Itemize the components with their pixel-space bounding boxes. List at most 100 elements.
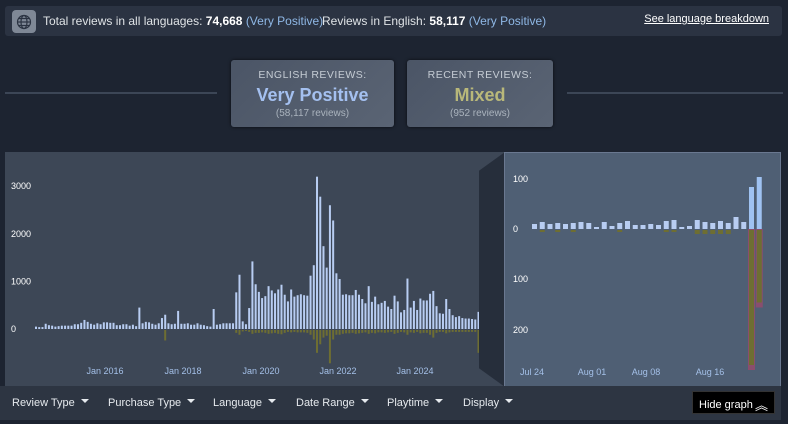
positive-bar [64, 325, 67, 329]
negative-bar [718, 230, 723, 234]
positive-bar [228, 323, 231, 329]
positive-bar [135, 326, 138, 329]
negative-bar [351, 330, 354, 333]
negative-bar [454, 330, 457, 332]
total-count: 74,668 [205, 14, 243, 28]
positive-bar [335, 273, 338, 329]
negative-bar [471, 330, 474, 332]
positive-bar [238, 274, 241, 329]
positive-bar [332, 220, 335, 329]
positive-bar [57, 326, 60, 329]
negative-bar [725, 230, 731, 234]
positive-bar [102, 322, 105, 329]
total-reviews: Total reviews in all languages: 74,668 (… [43, 14, 323, 28]
negative-bar [244, 330, 247, 331]
positive-bar [416, 309, 419, 329]
globe-icon [12, 10, 36, 33]
x-tick-label: Jan 2016 [86, 366, 123, 376]
negative-bar [416, 330, 419, 332]
positive-bar [594, 227, 599, 229]
positive-bar [338, 279, 341, 329]
negative-bar [312, 330, 315, 340]
negative-bar [694, 230, 700, 234]
positive-bar [212, 309, 215, 329]
negative-bar [293, 330, 296, 332]
positive-bar [617, 223, 623, 229]
positive-bar [306, 295, 309, 329]
positive-bar [180, 323, 183, 329]
positive-bar [322, 246, 325, 329]
positive-bar [225, 323, 228, 329]
negative-bar [671, 230, 677, 232]
filter-review-type[interactable]: Review Type [12, 397, 89, 409]
x-tick-label: Aug 01 [578, 367, 607, 377]
positive-bar [467, 318, 470, 329]
positive-bar [316, 176, 319, 329]
positive-bar [718, 221, 723, 229]
negative-bar [306, 330, 309, 333]
negative-bar [464, 330, 467, 332]
negative-bar [710, 230, 716, 234]
english-reviews: Reviews in English: 58,117 (Very Positiv… [322, 14, 546, 28]
filter-purchase-type[interactable]: Purchase Type [108, 397, 195, 409]
positive-bar [215, 324, 218, 329]
filter-display[interactable]: Display [463, 397, 513, 409]
positive-bar [118, 325, 121, 329]
negative-bar [358, 330, 360, 334]
recent-review-count: (952 reviews) [449, 108, 511, 119]
negative-bar [432, 330, 435, 338]
divider [5, 92, 217, 94]
positive-bar [290, 289, 293, 329]
negative-bar [328, 330, 331, 364]
filter-playtime[interactable]: Playtime [387, 397, 443, 409]
hide-graph-button[interactable]: Hide graph ︽ [692, 391, 775, 414]
negative-bar [383, 330, 386, 333]
positive-bar [458, 316, 461, 329]
language-breakdown-link[interactable]: See language breakdown [644, 13, 769, 25]
positive-bar [725, 223, 731, 229]
positive-bar [351, 295, 354, 329]
negative-bar [267, 330, 270, 334]
positive-bar [235, 292, 238, 329]
recent-histogram: 100 0 100 200 Jul 24 Aug 01 Aug 08 Aug 16 [504, 152, 781, 387]
total-label: Total reviews in all languages: [43, 14, 203, 28]
negative-bar [419, 330, 422, 334]
positive-bar [361, 299, 364, 329]
negative-bar [461, 330, 464, 332]
positive-bar [167, 323, 170, 329]
negative-bar [296, 330, 299, 333]
positive-bar [196, 323, 199, 329]
positive-bar [86, 321, 89, 329]
positive-bar [164, 314, 167, 329]
positive-bar [425, 300, 428, 329]
positive-bar [377, 304, 380, 329]
negative-bar [335, 330, 338, 335]
positive-bar [702, 222, 708, 229]
divider [567, 92, 783, 94]
filter-date-range[interactable]: Date Range [296, 397, 369, 409]
negative-bar [299, 330, 302, 333]
positive-bar [109, 322, 112, 329]
positive-bar [474, 319, 477, 329]
recent-rating-value: Mixed [454, 85, 506, 105]
positive-bar [586, 223, 592, 229]
negative-bar [374, 330, 377, 334]
positive-bar [44, 323, 47, 329]
positive-bar [190, 324, 193, 329]
positive-bar [244, 324, 247, 329]
positive-bar [710, 223, 716, 229]
overall-histogram: 3000 2000 1000 0 Jan 2016 Jan 2018 Jan 2020 Jan… [5, 152, 479, 387]
positive-bar [390, 309, 393, 329]
negative-bar [238, 330, 241, 335]
positive-bar [432, 290, 435, 329]
negative-bar [370, 330, 373, 333]
positive-bar [254, 284, 257, 329]
positive-bar [578, 222, 584, 229]
positive-bar [261, 298, 264, 329]
filter-language[interactable]: Language [213, 397, 276, 409]
positive-bar [367, 286, 370, 329]
positive-bar [106, 322, 109, 329]
positive-bar [128, 325, 131, 329]
negative-bar [451, 330, 454, 332]
english-review-count: (58,117 reviews) [275, 108, 350, 119]
